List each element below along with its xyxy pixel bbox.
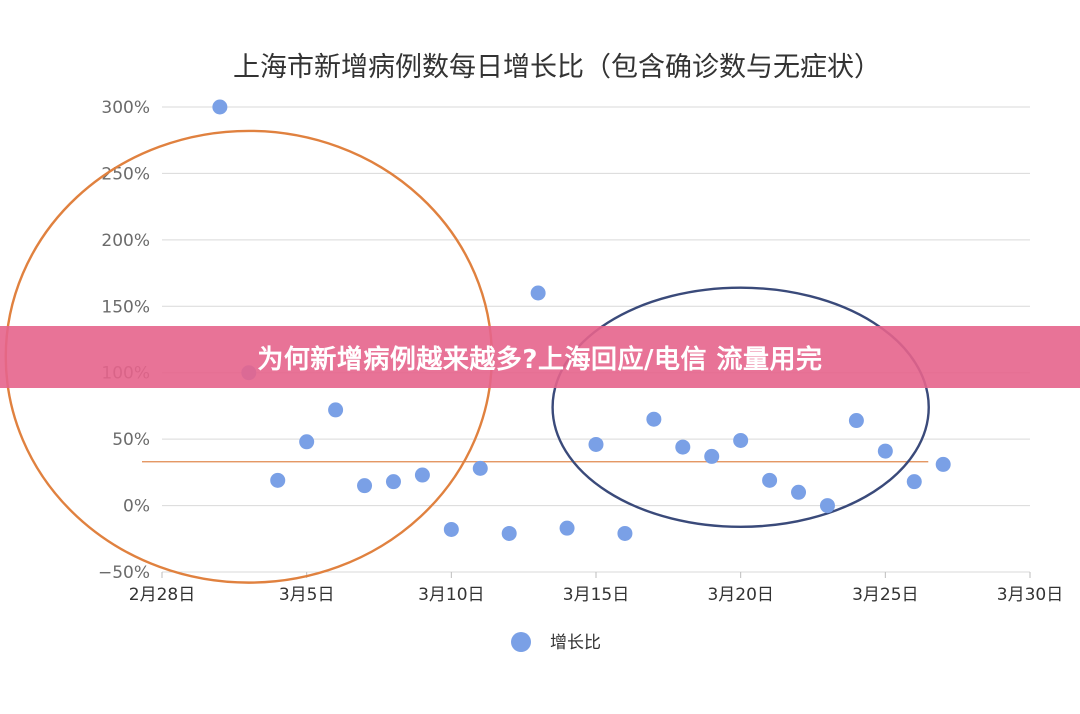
legend: 增长比: [511, 632, 601, 653]
y-tick-label: 300%: [101, 98, 150, 118]
chart-title: 上海市新增病例数每日增长比（包含确诊数与无症状）: [233, 52, 881, 83]
data-point: [848, 413, 864, 429]
data-point: [704, 448, 720, 464]
x-tick-label: 3月30日: [997, 585, 1063, 605]
x-axis-ticks: 2月28日 3月5日 3月10日 3月15日 3月20日 3月25日 3月30日: [129, 572, 1063, 605]
data-point: [646, 411, 662, 427]
data-point: [588, 436, 604, 452]
data-point: [472, 460, 488, 476]
data-point: [385, 474, 401, 490]
data-point: [414, 467, 430, 483]
x-tick-label: 3月5日: [279, 585, 335, 605]
data-point: [733, 432, 749, 448]
y-tick-label: 200%: [101, 231, 150, 251]
data-point: [328, 402, 344, 418]
data-point: [906, 474, 922, 490]
data-point: [212, 99, 228, 115]
data-point: [530, 285, 546, 301]
data-point: [559, 520, 575, 536]
y-axis-ticks: 300%250%200%150%100%50%0%−50%: [98, 98, 150, 583]
data-point: [935, 456, 951, 472]
y-tick-label: 150%: [101, 297, 150, 317]
overlay-banner: 为何新增病例越来越多?上海回应/电信 流量用完: [0, 326, 1080, 388]
data-point: [819, 498, 835, 514]
data-point: [877, 443, 893, 459]
x-tick-label: 3月15日: [563, 585, 629, 605]
y-tick-label: 50%: [112, 430, 150, 450]
data-point: [357, 478, 373, 494]
x-tick-label: 3月10日: [418, 585, 484, 605]
data-point: [299, 434, 315, 450]
y-tick-label: 0%: [123, 497, 150, 517]
x-tick-label: 3月25日: [852, 585, 918, 605]
y-tick-label: 250%: [101, 164, 150, 184]
y-tick-label: −50%: [98, 563, 150, 583]
data-point: [270, 472, 286, 488]
banner-text: 为何新增病例越来越多?上海回应/电信 流量用完: [257, 344, 823, 375]
data-points: [212, 99, 951, 541]
x-tick-label: 2月28日: [129, 585, 195, 605]
annotation-circle: [551, 286, 930, 529]
x-tick-label: 3月20日: [707, 585, 773, 605]
legend-marker: [511, 632, 531, 652]
data-point: [443, 521, 459, 537]
legend-label: 增长比: [550, 633, 601, 653]
data-point: [791, 484, 807, 500]
data-point: [617, 525, 633, 541]
data-point: [675, 439, 691, 455]
data-point: [762, 472, 778, 488]
data-point: [501, 525, 517, 541]
